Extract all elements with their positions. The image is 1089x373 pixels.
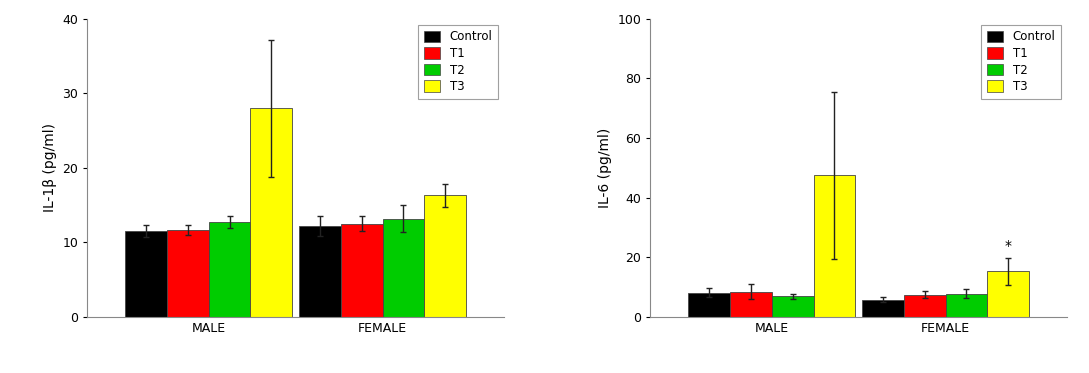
Bar — [945, 294, 988, 317]
Bar — [813, 175, 855, 317]
Bar — [425, 195, 466, 317]
Bar — [904, 295, 945, 317]
Bar — [730, 292, 772, 317]
Bar — [167, 230, 209, 317]
Legend: Control, T1, T2, T3: Control, T1, T2, T3 — [417, 25, 499, 99]
Y-axis label: IL-1β (pg/ml): IL-1β (pg/ml) — [42, 123, 57, 212]
Bar — [382, 219, 425, 317]
Bar — [772, 296, 813, 317]
Bar — [299, 226, 341, 317]
Bar — [209, 222, 250, 317]
Bar — [125, 231, 167, 317]
Y-axis label: IL-6 (pg/ml): IL-6 (pg/ml) — [598, 128, 612, 208]
Bar — [341, 224, 382, 317]
Bar — [862, 300, 904, 317]
Bar — [988, 272, 1029, 317]
Text: *: * — [1005, 239, 1012, 254]
Legend: Control, T1, T2, T3: Control, T1, T2, T3 — [981, 25, 1062, 99]
Bar — [250, 108, 292, 317]
Bar — [688, 292, 730, 317]
